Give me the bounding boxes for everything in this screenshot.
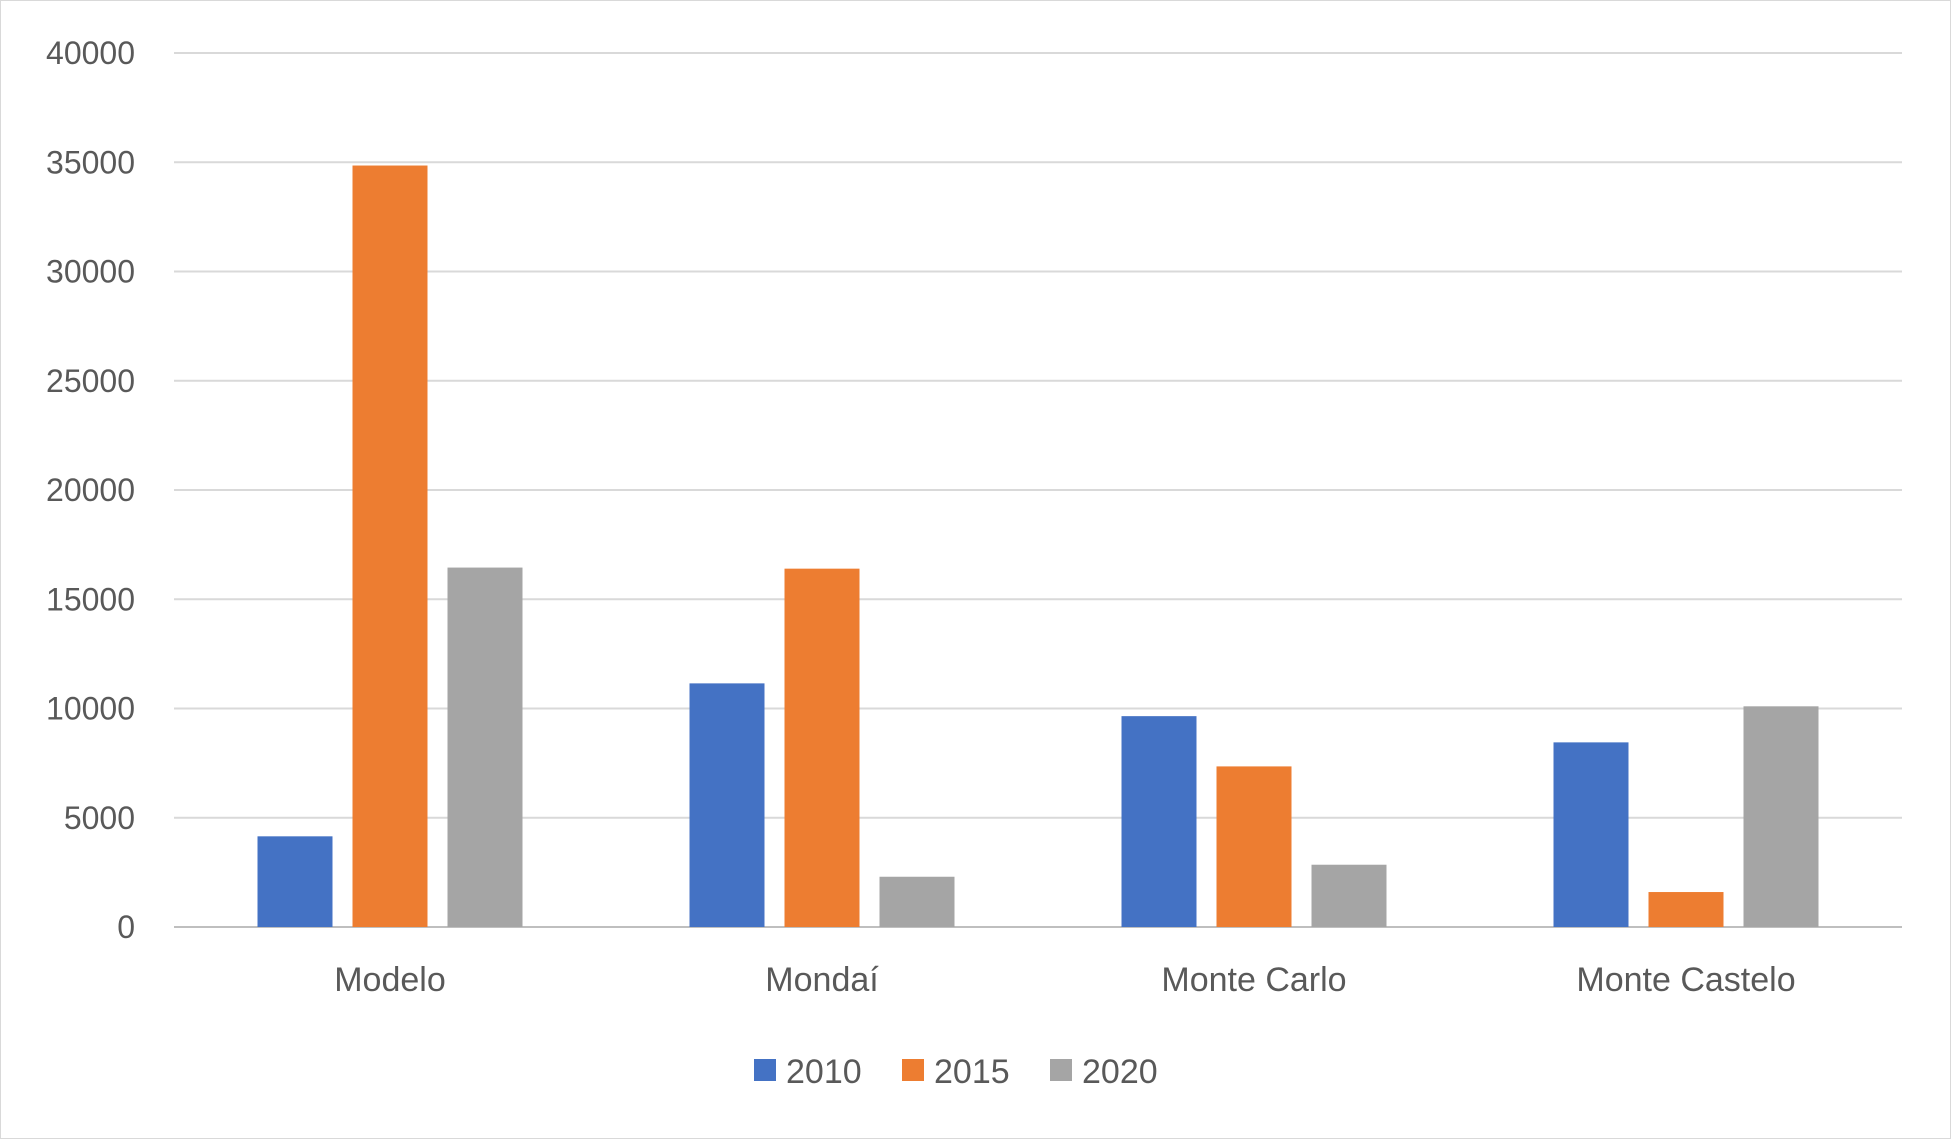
bar-2015 <box>784 568 860 927</box>
bar-2015 <box>1216 766 1292 927</box>
legend-label: 2010 <box>786 1053 862 1091</box>
y-tick-label: 20000 <box>46 472 135 508</box>
category-label: Monte Carlo <box>1161 961 1346 999</box>
category-label: Modelo <box>334 961 446 999</box>
bar-2015 <box>352 165 428 928</box>
bar-2010 <box>689 683 765 927</box>
legend-label: 2020 <box>1082 1053 1158 1091</box>
bar-2020 <box>879 876 955 927</box>
bar-2010 <box>257 836 333 927</box>
y-tick-label: 15000 <box>46 581 135 617</box>
bar-2010 <box>1121 716 1197 927</box>
bar-2015 <box>1648 892 1724 927</box>
bar-2020 <box>447 567 523 927</box>
y-tick-label: 30000 <box>46 254 135 290</box>
legend-swatch <box>902 1059 924 1081</box>
legend-label: 2015 <box>934 1053 1010 1091</box>
bar-2020 <box>1311 864 1387 927</box>
bar-2020 <box>1743 706 1819 927</box>
y-tick-label: 40000 <box>46 35 135 71</box>
y-tick-label: 0 <box>117 909 135 945</box>
category-label: Mondaí <box>765 961 879 999</box>
y-tick-label: 25000 <box>46 363 135 399</box>
legend-swatch <box>754 1059 776 1081</box>
y-tick-label: 5000 <box>64 800 135 836</box>
y-tick-label: 35000 <box>46 144 135 180</box>
legend-swatch <box>1050 1059 1072 1081</box>
bar-2010 <box>1553 742 1629 927</box>
category-label: Monte Castelo <box>1576 961 1795 999</box>
y-tick-label: 10000 <box>46 691 135 727</box>
